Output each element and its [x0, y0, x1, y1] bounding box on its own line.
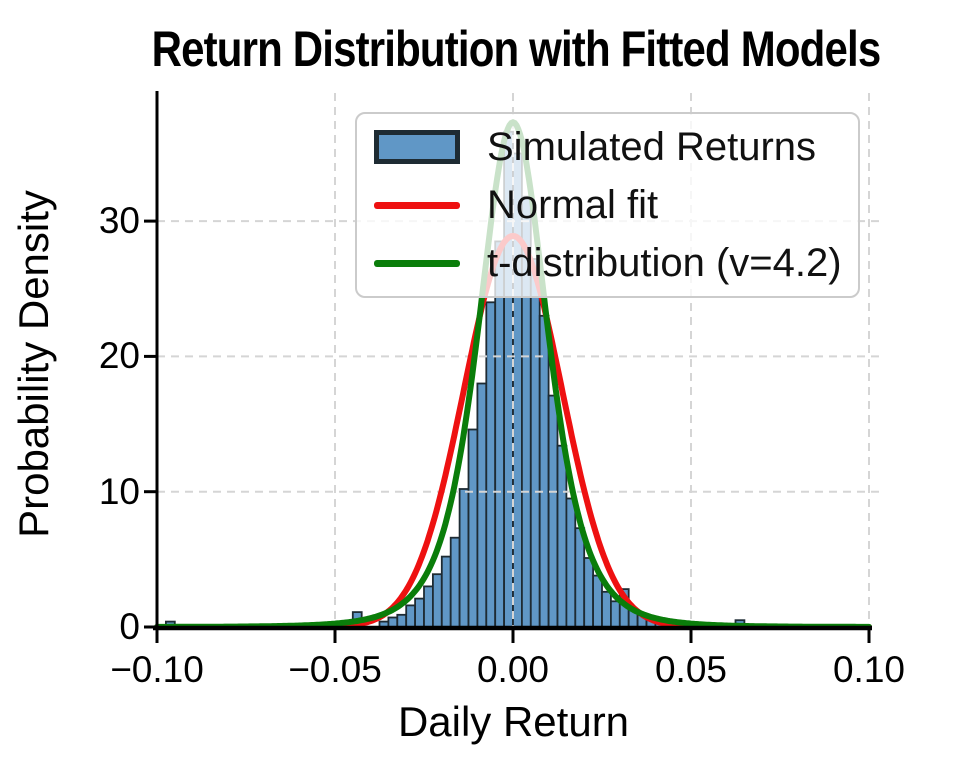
- y-tick-label: 0: [119, 606, 140, 647]
- chart-title: Return Distribution with Fitted Models: [151, 21, 882, 77]
- x-axis-label: Daily Return: [397, 698, 630, 745]
- normal-fit-line-icon: [374, 201, 460, 209]
- legend-label-simulated-returns: Simulated Returns: [487, 124, 817, 169]
- histogram-swatch-icon: [374, 130, 460, 164]
- legend-key: [373, 259, 461, 267]
- x-tick-label: −0.05: [288, 649, 382, 690]
- y-tick-label: 10: [98, 470, 140, 512]
- legend: Simulated Returns Normal fit t-distribut…: [355, 112, 860, 298]
- legend-label-normal-fit: Normal fit: [487, 182, 659, 227]
- legend-key: [373, 201, 461, 209]
- legend-row-normal-fit: Normal fit: [357, 183, 858, 228]
- t-distribution-line-icon: [374, 259, 460, 267]
- legend-row-simulated-returns: Simulated Returns: [357, 125, 858, 170]
- x-tick-label: 0.05: [654, 649, 727, 690]
- legend-label-t-distribution: t-distribution (v=4.2): [487, 240, 842, 285]
- x-tick-label: 0.10: [832, 649, 905, 690]
- x-tick-label: −0.10: [110, 649, 204, 690]
- legend-row-t-distribution: t-distribution (v=4.2): [357, 241, 858, 286]
- x-tick-label: 0.00: [476, 649, 549, 690]
- y-tick-label: 20: [98, 335, 140, 377]
- y-tick-label: 30: [98, 200, 140, 242]
- legend-key: [373, 130, 461, 164]
